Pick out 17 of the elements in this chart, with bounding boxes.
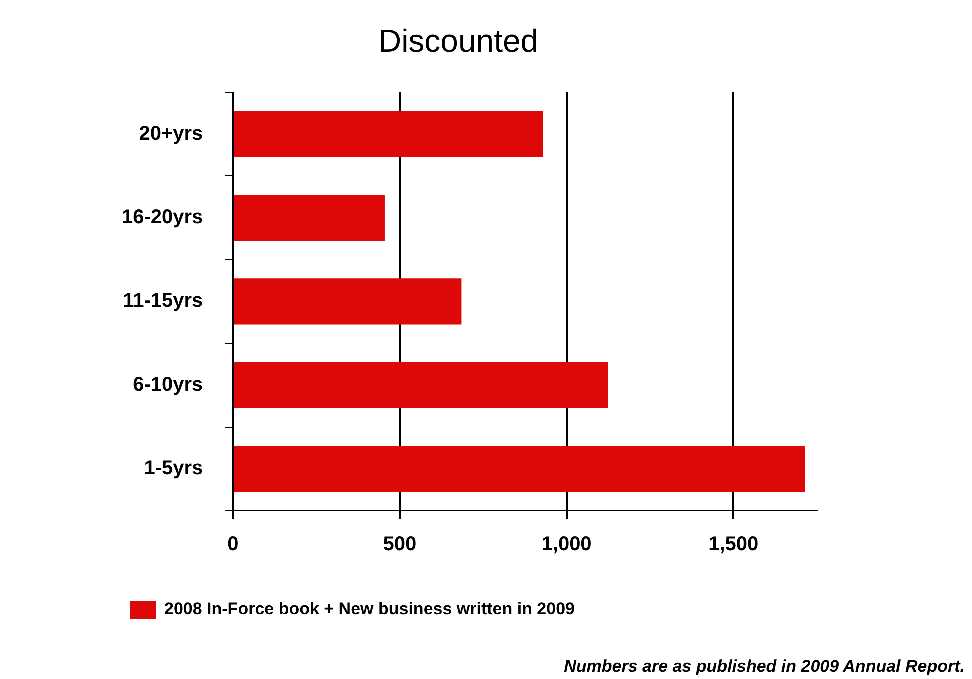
bar [234,194,385,242]
y-tick-label: 6-10yrs [133,374,204,396]
x-tick-label: 0 [228,534,239,556]
y-tick-label: 16-20yrs [122,206,204,228]
y-tick-label: 1-5yrs [144,458,204,480]
bar [234,446,806,492]
bar [234,111,544,158]
bar [234,362,608,408]
text: Numbers are as published in 2009 Annual Report. [564,657,965,676]
legend-label: 2008 In-Force book + New business written in 2009 [164,600,575,619]
y-tick-label: 20+yrs [139,122,204,145]
chart-title: Discounted [378,23,539,60]
x-tick-label: 1,000 [542,534,592,556]
x-tick-label: 500 [383,534,417,556]
x-tick-label: 1,500 [708,534,759,556]
y-tick-label: 11-15yrs [123,290,204,312]
bar [234,278,462,325]
